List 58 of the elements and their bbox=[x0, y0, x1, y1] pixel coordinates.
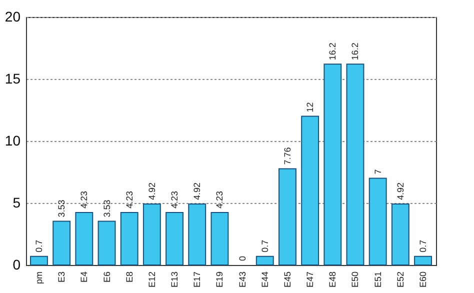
data-label: 16.2 bbox=[328, 42, 338, 60]
y-tick-label: 15 bbox=[4, 70, 21, 86]
data-label: 4.23 bbox=[214, 191, 225, 209]
data-label: 16.2 bbox=[350, 42, 360, 60]
data-label: 0.7 bbox=[260, 240, 270, 252]
bar bbox=[324, 64, 342, 266]
bar bbox=[256, 256, 274, 266]
data-label: 4.23 bbox=[79, 191, 90, 209]
bar bbox=[166, 212, 184, 266]
data-label: 4.92 bbox=[146, 182, 157, 200]
bar bbox=[120, 212, 138, 266]
x-tick-label: E12 bbox=[146, 272, 157, 288]
y-tick-label: 5 bbox=[12, 194, 21, 210]
data-label: 4.23 bbox=[170, 191, 180, 209]
x-tick-label: E52 bbox=[395, 272, 406, 288]
x-tick-label: E13 bbox=[170, 272, 180, 288]
x-tick-label: E6 bbox=[102, 272, 112, 283]
bar bbox=[346, 64, 364, 266]
y-tick-label: 20 bbox=[4, 8, 21, 24]
data-label: 4.23 bbox=[124, 191, 134, 209]
x-tick-label: E8 bbox=[124, 272, 134, 283]
x-tick-label: E47 bbox=[305, 272, 316, 288]
bar bbox=[52, 220, 71, 266]
x-tick-label: E48 bbox=[328, 272, 338, 288]
x-tick-label: E17 bbox=[192, 272, 202, 288]
bar bbox=[301, 116, 320, 266]
y-tick-label: 0 bbox=[12, 256, 21, 272]
x-tick-label: E44 bbox=[260, 272, 270, 288]
bar bbox=[188, 203, 206, 266]
data-label: 0.7 bbox=[34, 240, 44, 252]
data-label: 7.76 bbox=[282, 147, 292, 165]
x-tick-label: E43 bbox=[237, 272, 248, 288]
data-label: 0.7 bbox=[418, 240, 428, 252]
bar bbox=[30, 256, 48, 266]
x-tick-label: E45 bbox=[282, 272, 292, 288]
data-label: 12 bbox=[305, 102, 316, 112]
x-tick-label: E51 bbox=[372, 272, 383, 288]
data-label: 0 bbox=[237, 256, 248, 261]
bar bbox=[278, 168, 296, 266]
x-tick-label: E4 bbox=[79, 272, 90, 283]
x-tick-label: E50 bbox=[350, 272, 360, 288]
bar bbox=[142, 203, 161, 266]
bar bbox=[75, 212, 94, 266]
bar bbox=[98, 220, 116, 266]
x-tick-label: pm bbox=[34, 272, 44, 284]
bar bbox=[414, 256, 432, 266]
x-tick-label: E3 bbox=[56, 272, 67, 283]
data-label: 7 bbox=[372, 169, 383, 174]
bar bbox=[368, 178, 387, 266]
bar bbox=[210, 212, 229, 266]
data-label: 3.53 bbox=[56, 200, 67, 218]
x-tick-label: E60 bbox=[418, 272, 428, 288]
data-label: 4.92 bbox=[192, 182, 202, 200]
y-tick-label: 10 bbox=[4, 132, 21, 148]
data-label: 3.53 bbox=[102, 200, 112, 218]
data-label: 4.92 bbox=[395, 182, 406, 200]
x-tick-label: E19 bbox=[214, 272, 225, 288]
bar bbox=[391, 203, 410, 266]
